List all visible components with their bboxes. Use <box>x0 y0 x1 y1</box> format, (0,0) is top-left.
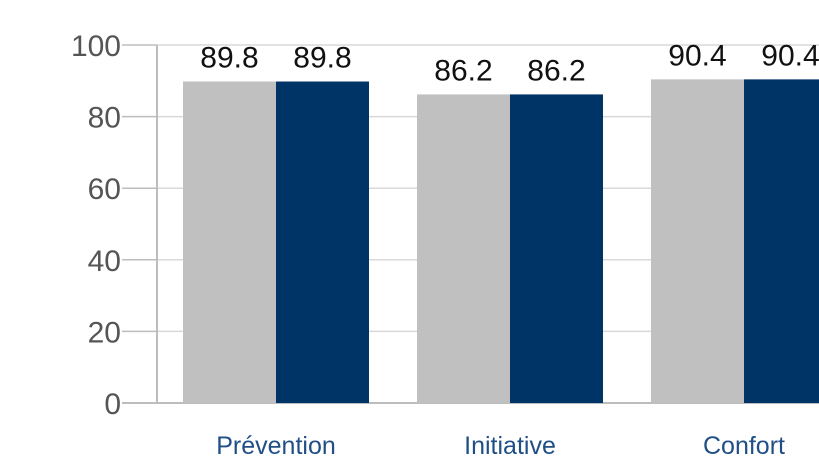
data-label: 86.2 <box>434 54 492 87</box>
y-tick-label: 60 <box>88 173 121 206</box>
y-tick-label: 40 <box>88 245 121 278</box>
y-tick-label: 0 <box>104 388 121 421</box>
category-label: Initiative <box>464 432 556 457</box>
data-label: 90.4 <box>668 39 726 72</box>
data-label: 86.2 <box>527 54 585 87</box>
bar <box>651 79 744 404</box>
bar <box>183 81 276 404</box>
data-label: 89.8 <box>293 42 351 75</box>
bar <box>744 79 819 404</box>
data-label: 89.8 <box>200 42 258 75</box>
bar <box>510 94 603 404</box>
y-tick-label: 80 <box>88 102 121 135</box>
y-tick-label: 100 <box>71 30 121 63</box>
category-label: Confort <box>703 432 785 457</box>
data-label: 90.4 <box>761 39 819 72</box>
y-tick-label: 20 <box>88 316 121 349</box>
bar <box>417 94 510 404</box>
category-label: Prévention <box>216 432 336 457</box>
bar <box>276 81 369 404</box>
